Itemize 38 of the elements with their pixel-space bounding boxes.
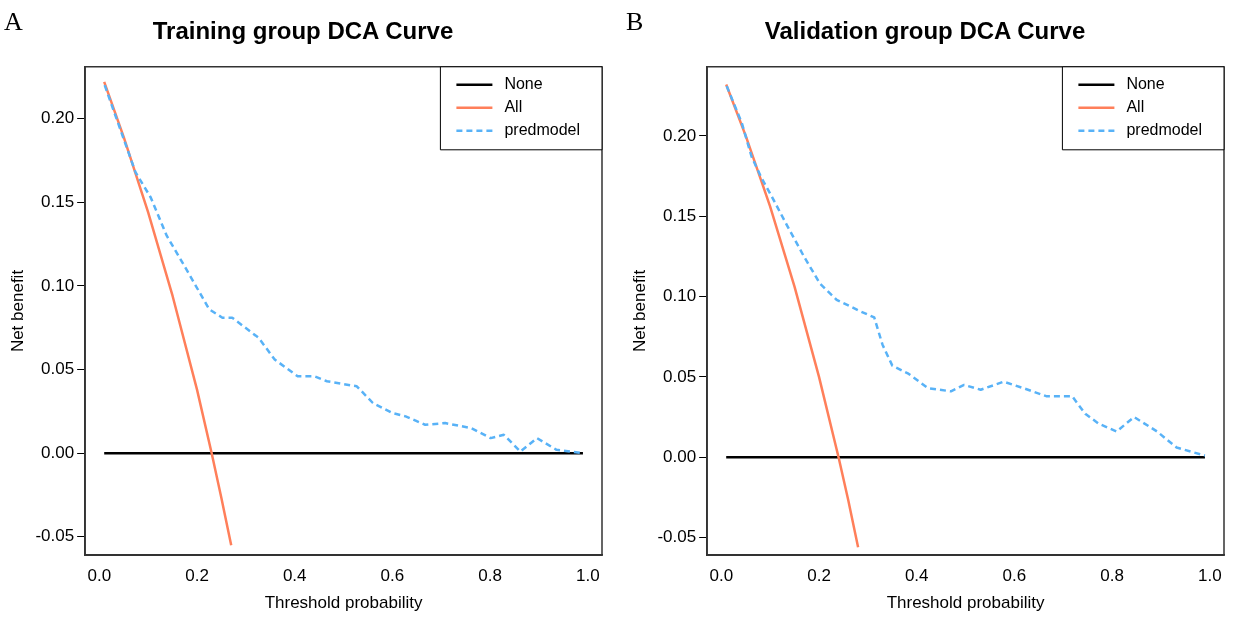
legend-label: All (1126, 98, 1145, 116)
chart-title: Validation group DCA Curve (764, 17, 1086, 45)
x-tick-label: 0.2 (807, 566, 831, 586)
y-tick-label: 0.00 (41, 442, 75, 462)
y-tick-label: 0.10 (41, 275, 75, 295)
x-tick-label: 0.0 (87, 566, 112, 586)
y-tick-label: 0.00 (663, 446, 697, 466)
x-tick-label: 0.8 (1100, 566, 1124, 586)
chart-title: Training group DCA Curve (152, 17, 454, 45)
y-tick-label: 0.15 (41, 191, 75, 211)
legend-label: predmodel (504, 121, 581, 139)
x-tick-label: 0.6 (380, 566, 405, 586)
y-tick-label: 0.20 (41, 108, 75, 128)
legend-label: None (1126, 75, 1165, 93)
y-tick-label: -0.05 (657, 527, 697, 547)
legend-label: None (504, 75, 543, 93)
y-axis-title: Net benefit (629, 269, 649, 353)
y-tick-label: 0.05 (663, 366, 697, 386)
y-tick-label: 0.05 (41, 359, 75, 379)
x-tick-label: 1.0 (1198, 566, 1222, 586)
legend-label: predmodel (1126, 121, 1203, 139)
y-tick-label: -0.05 (35, 526, 75, 546)
x-tick-label: 0.8 (478, 566, 502, 586)
x-tick-label: 0.6 (1002, 566, 1027, 586)
x-tick-label: 1.0 (576, 566, 600, 586)
x-axis-title: Threshold probability (886, 593, 1045, 613)
y-tick-label: 0.10 (663, 286, 697, 306)
text: A (4, 6, 23, 36)
y-tick-label: 0.15 (663, 205, 697, 225)
x-tick-label: 0.4 (904, 566, 929, 586)
x-tick-label: 0.0 (709, 566, 734, 586)
x-tick-label: 0.4 (282, 566, 307, 586)
x-tick-label: 0.2 (185, 566, 209, 586)
y-tick-label: 0.20 (663, 125, 697, 145)
y-axis-title: Net benefit (7, 269, 27, 353)
legend-label: All (504, 98, 523, 116)
text: B (626, 6, 644, 36)
x-axis-title: Threshold probability (264, 593, 423, 613)
